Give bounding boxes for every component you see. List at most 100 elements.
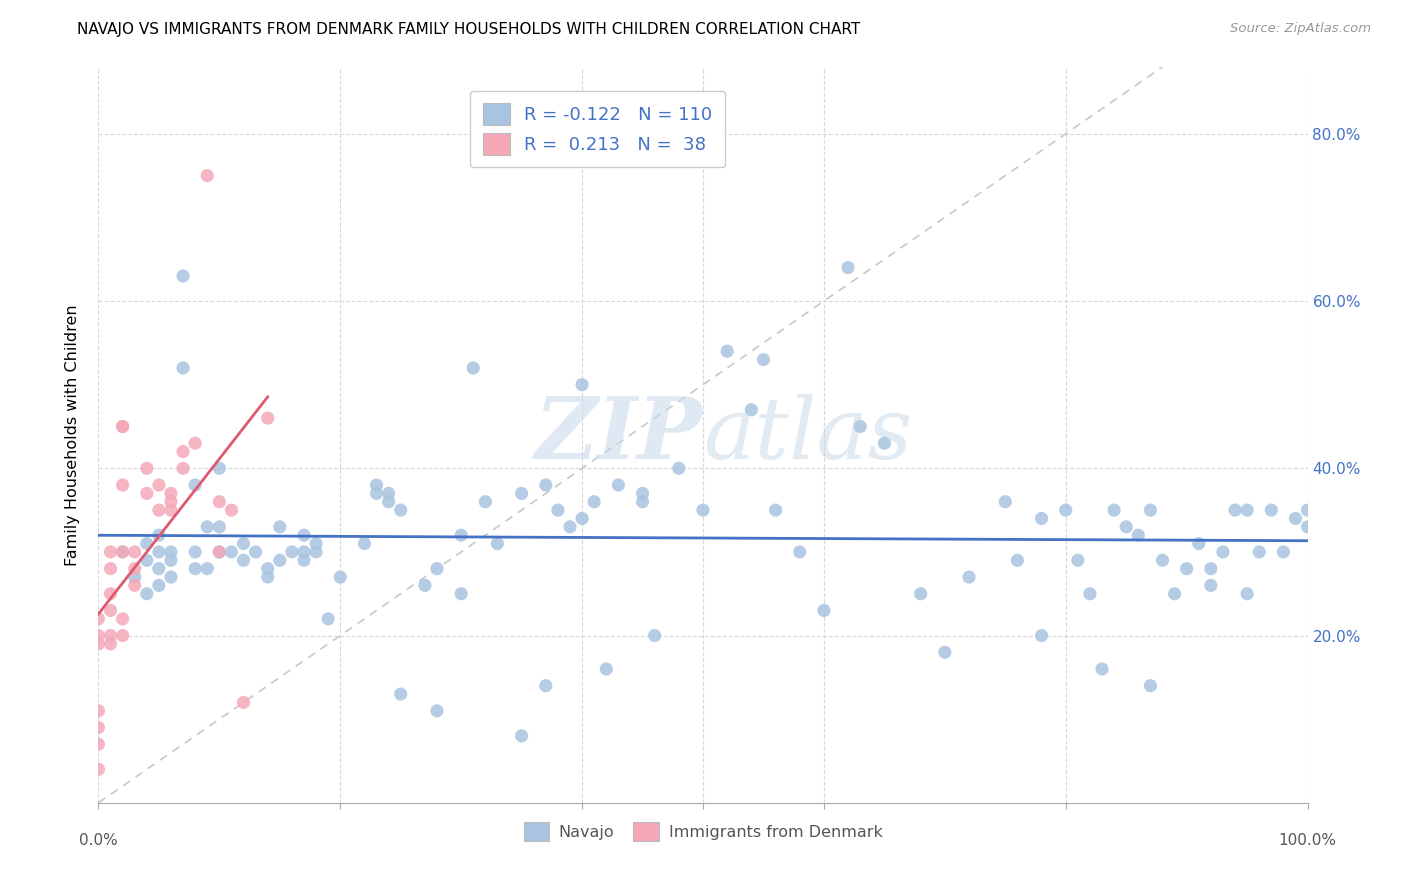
Point: [100, 587, 122, 601]
Point: [547, 503, 569, 517]
Point: [595, 662, 617, 676]
Point: [450, 587, 472, 601]
Point: [100, 603, 122, 617]
Point: [463, 360, 485, 375]
Point: [934, 645, 956, 659]
Point: [87, 762, 110, 776]
Point: [583, 494, 606, 508]
Point: [124, 545, 146, 559]
Text: ZIP: ZIP: [536, 393, 703, 476]
Point: [256, 570, 278, 584]
Point: [221, 545, 243, 559]
Point: [292, 545, 315, 559]
Point: [135, 461, 157, 475]
Point: [1054, 503, 1077, 517]
Legend: Navajo, Immigrants from Denmark: Navajo, Immigrants from Denmark: [517, 815, 889, 847]
Point: [100, 628, 122, 642]
Point: [256, 562, 278, 576]
Point: [208, 461, 231, 475]
Point: [571, 377, 593, 392]
Point: [111, 545, 134, 559]
Point: [184, 562, 207, 576]
Point: [111, 419, 134, 434]
Point: [474, 494, 496, 508]
Point: [184, 478, 207, 492]
Point: [957, 570, 980, 584]
Point: [292, 553, 315, 567]
Point: [148, 478, 170, 492]
Point: [813, 603, 835, 617]
Point: [221, 503, 243, 517]
Point: [281, 545, 304, 559]
Point: [377, 486, 399, 500]
Point: [329, 570, 352, 584]
Point: [232, 696, 254, 710]
Point: [148, 578, 170, 592]
Point: [111, 628, 134, 642]
Point: [124, 562, 146, 576]
Point: [716, 344, 738, 359]
Point: [1163, 587, 1185, 601]
Point: [160, 486, 183, 500]
Point: [269, 553, 291, 567]
Point: [148, 562, 170, 576]
Point: [1152, 553, 1174, 567]
Point: [232, 553, 254, 567]
Point: [1212, 545, 1234, 559]
Point: [1223, 503, 1246, 517]
Point: [1031, 511, 1053, 525]
Point: [510, 729, 533, 743]
Point: [1199, 578, 1222, 592]
Point: [195, 169, 218, 183]
Point: [87, 704, 110, 718]
Text: atlas: atlas: [703, 393, 912, 476]
Point: [426, 704, 449, 718]
Point: [292, 528, 315, 542]
Point: [172, 360, 194, 375]
Point: [1102, 503, 1125, 517]
Point: [87, 721, 110, 735]
Point: [148, 528, 170, 542]
Point: [994, 494, 1017, 508]
Point: [752, 352, 775, 367]
Point: [1188, 536, 1211, 550]
Point: [100, 562, 122, 576]
Point: [135, 553, 157, 567]
Point: [148, 503, 170, 517]
Point: [184, 545, 207, 559]
Point: [1067, 553, 1090, 567]
Point: [160, 553, 183, 567]
Point: [160, 570, 183, 584]
Point: [765, 503, 787, 517]
Point: [413, 578, 436, 592]
Point: [1236, 503, 1258, 517]
Point: [87, 637, 110, 651]
Point: [135, 587, 157, 601]
Point: [1236, 587, 1258, 601]
Point: [195, 562, 218, 576]
Point: [1296, 503, 1319, 517]
Point: [873, 436, 896, 450]
Point: [124, 570, 146, 584]
Point: [1272, 545, 1295, 559]
Point: [668, 461, 690, 475]
Point: [172, 444, 194, 458]
Point: [1249, 545, 1271, 559]
Point: [1260, 503, 1282, 517]
Point: [377, 494, 399, 508]
Point: [172, 461, 194, 475]
Point: [111, 545, 134, 559]
Point: [1128, 528, 1150, 542]
Point: [269, 520, 291, 534]
Point: [124, 578, 146, 592]
Point: [1091, 662, 1114, 676]
Text: 100.0%: 100.0%: [1278, 833, 1337, 848]
Point: [87, 612, 110, 626]
Point: [534, 679, 557, 693]
Point: [148, 545, 170, 559]
Point: [1284, 511, 1306, 525]
Point: [195, 520, 218, 534]
Point: [366, 478, 388, 492]
Point: [1078, 587, 1101, 601]
Point: [160, 494, 183, 508]
